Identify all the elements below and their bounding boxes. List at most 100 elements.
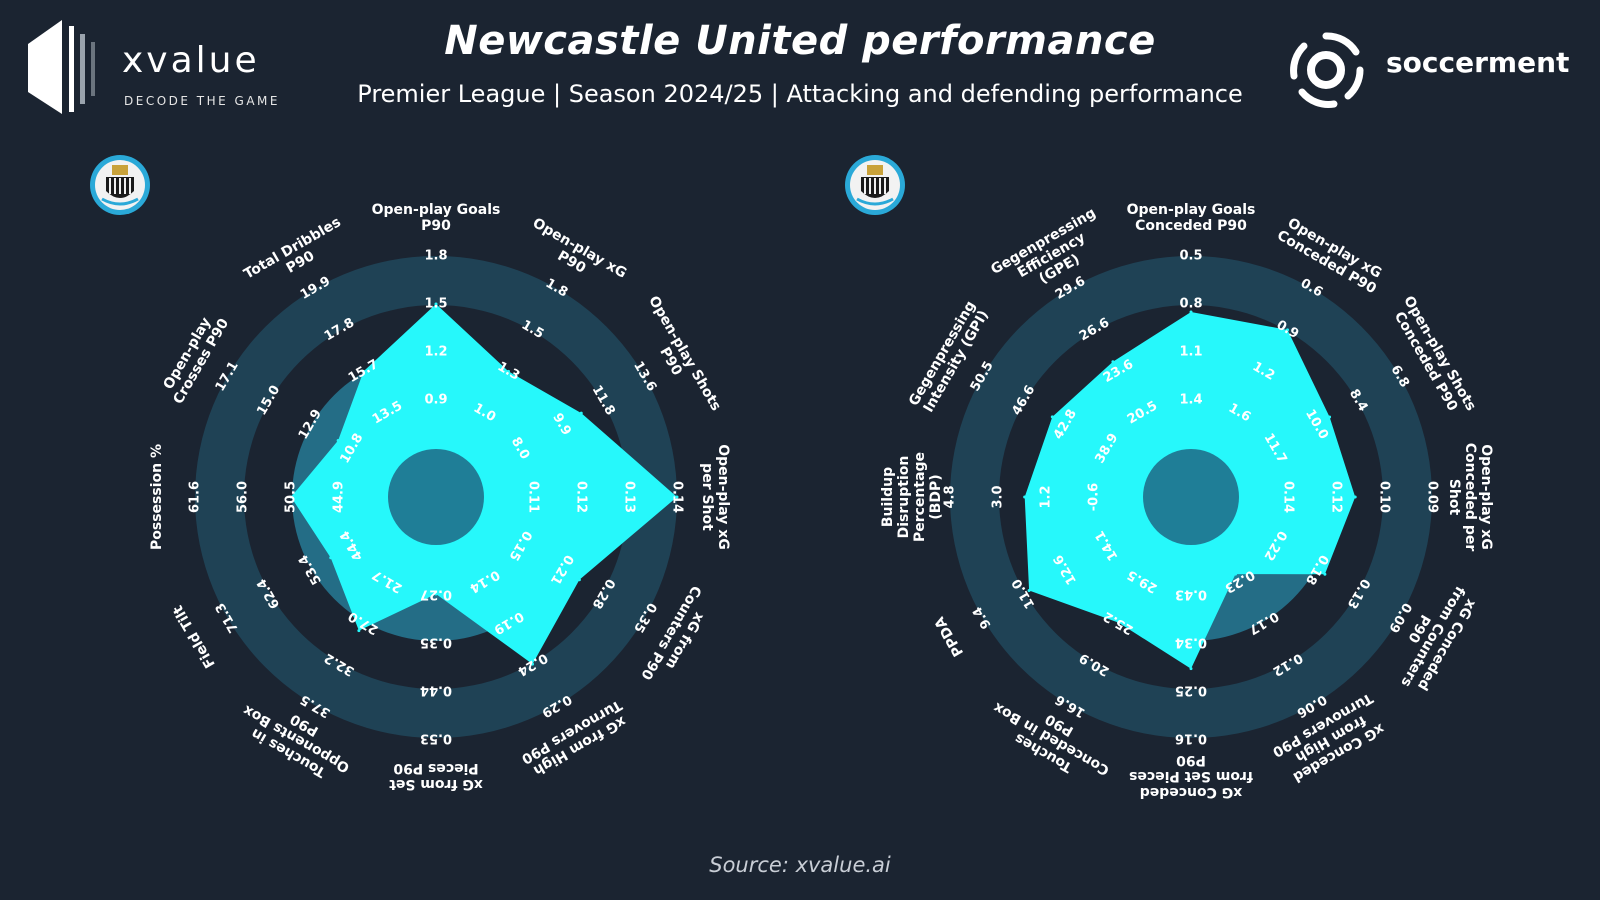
radar-tick-label: 0.09 <box>1425 481 1440 513</box>
radar-axis-label-line: P90 <box>1176 752 1206 768</box>
radar-tick-label: 1.5 <box>424 297 447 312</box>
soccerment-logo-mark <box>1290 32 1364 108</box>
radar-tick-label: 0.25 <box>1175 683 1207 698</box>
page-title: Newcastle United performance <box>444 18 1156 64</box>
radar-tick-label: 0.5 <box>1179 249 1202 264</box>
radar-point <box>1353 495 1357 499</box>
radar-axis-label-line: Conceded P90 <box>1135 218 1247 234</box>
radar-axis-label-line: per Shot <box>699 463 715 531</box>
radar-tick-label: 0.13 <box>622 481 637 513</box>
xvalue-wordmark: xvalue <box>122 40 260 81</box>
radar-axis-label: xG from SetPieces P90 <box>389 760 483 792</box>
radar-axis-label-line: Open-play Goals <box>372 202 501 218</box>
radar-axis-label: Possession % <box>149 444 165 550</box>
radar-tick-label: 4.8 <box>943 485 958 508</box>
radar-axis-label-line: Buildup <box>880 467 896 527</box>
radar-axis-label-line: from Set Pieces <box>1129 768 1253 784</box>
radar-axis-label-line: Field Tilt <box>170 602 219 670</box>
radar-tick-label: 0.14 <box>670 481 685 513</box>
radar-axis-label-line: P90 <box>421 218 451 234</box>
radar-tick-label: 0.44 <box>420 683 452 698</box>
defending-radar: 1.4 1.1 0.8 0.5 Open-play Goals Conceded P90 1… <box>845 155 1494 800</box>
radar-tick-label: 1.1 <box>1179 345 1202 360</box>
radar-tick-label: 0.43 <box>1175 587 1207 602</box>
radar-axis-label-line: Pieces P90 <box>393 760 479 776</box>
radar-tick-label: 0.34 <box>1175 635 1207 650</box>
radar-tick-label: 0.53 <box>420 731 452 746</box>
radar-axis-label-line: (BDP) <box>928 474 944 519</box>
radar-point <box>1189 667 1193 671</box>
radar-point <box>1117 621 1120 625</box>
radar-axis-label: Open-play Goals Conceded P90 <box>1127 202 1256 234</box>
club-badge-icon <box>845 155 905 215</box>
radar-tick-label: 0.12 <box>1329 481 1344 513</box>
radar-point <box>577 578 581 582</box>
xvalue-logo: xvalue DECODE THE GAME <box>26 20 286 120</box>
radar-tick-label: 3.0 <box>991 485 1006 508</box>
radar-tick-label: 0.35 <box>420 635 452 650</box>
radar-axis-label: BuildupDisruptionPercentage(BDP) <box>880 452 944 542</box>
radar-tick-label: 0.9 <box>424 393 447 408</box>
radar-point <box>675 495 679 499</box>
radar-point <box>1286 328 1289 332</box>
radar-point <box>1027 589 1031 592</box>
soccerment-wordmark: soccerment <box>1386 46 1570 79</box>
radar-center <box>1143 449 1239 545</box>
radar-tick-label: 1.2 <box>424 345 447 360</box>
radar-tick-label: 0.27 <box>420 587 452 602</box>
radar-axis-label-line: Open-play xG <box>715 444 731 550</box>
radar-point <box>1323 572 1327 576</box>
radar-point <box>1189 310 1193 314</box>
radar-point <box>434 592 438 596</box>
radar-axis-label: Open-play xGConceded perShot <box>1446 443 1494 552</box>
xvalue-tagline: DECODE THE GAME <box>124 94 280 108</box>
radar-axis-label-line: Disruption <box>896 456 912 539</box>
radar-point <box>1050 415 1054 419</box>
club-badge-icon <box>90 155 150 215</box>
radar-axis-label-line: Shot <box>1446 479 1462 516</box>
radar-tick-label: 0.14 <box>1281 481 1296 513</box>
xvalue-logo-mark <box>28 20 95 114</box>
radar-point <box>357 629 361 633</box>
radar-tick-label: 0.11 <box>526 481 541 513</box>
radar-axis-label: PPDA <box>932 614 967 659</box>
radar-point <box>329 556 333 560</box>
radar-data-polygon <box>291 304 677 665</box>
radar-axis-label: xG Concededfrom Set PiecesP90 <box>1129 752 1253 800</box>
radar-point <box>579 411 583 415</box>
radar-point <box>434 302 438 306</box>
radar-axis-label: Open-play xGper Shot <box>699 444 731 550</box>
radar-tick-label: 56.0 <box>236 481 251 513</box>
radar-axis-label-line: Conceded per <box>1462 443 1478 552</box>
radar-axis-label-line: Possession % <box>149 444 165 550</box>
radar-axis-label: Field Tilt <box>170 602 219 670</box>
source-note: Source: xvalue.ai <box>709 853 891 877</box>
radar-tick-label: -0.6 <box>1087 483 1102 511</box>
radar-point <box>531 662 534 666</box>
radar-point <box>1111 360 1115 364</box>
radar-tick-label: 0.8 <box>1179 297 1202 312</box>
radar-tick-label: 0.12 <box>574 481 589 513</box>
radar-axis-label: Open-play Goals P90 <box>372 202 501 234</box>
radar-center <box>388 449 484 545</box>
radar-point <box>1234 572 1237 576</box>
radar-tick-label: 1.8 <box>424 249 447 264</box>
radar-axis-label-line: Percentage <box>912 452 928 542</box>
radar-axis-label-line: Open-play xG <box>1478 444 1494 550</box>
radar-tick-label: 0.16 <box>1175 731 1207 746</box>
radar-tick-label: 44.9 <box>332 481 347 513</box>
radar-axis-label-line: Open-play Goals <box>1127 202 1256 218</box>
radar-tick-label: 0.10 <box>1377 481 1392 513</box>
radar-point <box>1023 495 1027 499</box>
radar-axis-label-line: PPDA <box>932 614 967 659</box>
soccerment-logo: soccerment <box>1290 30 1570 110</box>
radar-tick-label: 61.6 <box>188 481 203 513</box>
radar-point <box>362 369 365 373</box>
radar-point <box>289 495 293 499</box>
radar-axis-label-line: xG from Set <box>389 776 483 792</box>
page-subtitle: Premier League | Season 2024/25 | Attack… <box>357 80 1243 108</box>
radar-tick-label: 1.4 <box>1179 393 1202 408</box>
radar-tick-label: 1.2 <box>1039 485 1054 508</box>
